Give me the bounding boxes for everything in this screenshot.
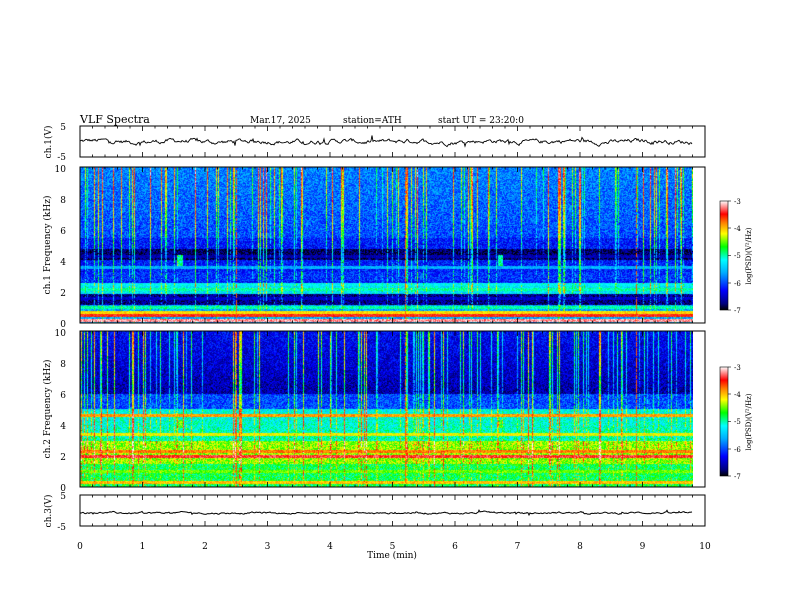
ch1-cbar-tick-m7: -7 [734,307,741,315]
xtick-2: 2 [202,542,208,552]
ch2-cbar-tick-m4: -4 [734,391,741,399]
ch3-ytick-top: 5 [60,492,66,502]
ch1-spec-ytick-4: 4 [60,258,66,268]
ch2-spec-ytick-8: 8 [60,360,66,370]
ch1-colorbar-gradient [719,200,729,311]
ch1-spec-ytick-10: 10 [55,165,67,175]
station-label: station=ATH [343,116,402,126]
ch1-ytick-top: 5 [60,123,66,133]
date-label: Mar.17, 2025 [250,116,311,126]
ch2-cbar-tick-m6: -6 [734,446,741,454]
ch2-spec-ytick-4: 4 [60,422,66,432]
ch2-spec-ytick-6: 6 [60,391,66,401]
ch1-cbar-tick-m5: -5 [734,252,741,260]
ch2-cbar-tick-m3: -3 [734,364,741,372]
ch1-spec-ytick-2: 2 [60,289,66,299]
ch1-cbar-tick-m3: -3 [734,198,741,206]
ch1-ytick-bottom: -5 [57,153,66,163]
time-axis-ticks [79,126,706,526]
ch1-waveform-trace [79,135,693,148]
ch1-spec-ylabel: ch.1 Frequency (kHz) [42,196,53,295]
ch3-waveform-panel: 5 -5 ch.3(V) [43,492,706,533]
ch1-spectrogram-image [80,167,693,323]
ch2-cbar-tick-m7: -7 [734,473,741,481]
ch1-spectrogram-panel: 10 8 6 4 2 0 ch.1 Frequency (kHz) [42,165,706,330]
ch1-cbar-tick-m4: -4 [734,225,741,233]
ch2-colorbar-gradient [719,366,729,477]
xtick-9: 9 [640,542,646,552]
ch1-ylabel: ch.1(V) [43,126,54,159]
xtick-5: 5 [390,542,396,552]
ch2-colorbar: -3 -4 -5 -6 -7 log(PSD)(V²/Hz) [719,364,753,481]
xtick-4: 4 [327,542,333,552]
ch1-colorbar: -3 -4 -5 -6 -7 log(PSD)(V²/Hz) [719,198,753,315]
xtick-10: 10 [699,542,711,552]
ch2-spectrogram-image [80,331,693,487]
xaxis-label: Time (min) [367,550,417,561]
xtick-8: 8 [577,542,583,552]
xtick-0: 0 [77,542,83,552]
ch2-spec-ytick-2: 2 [60,453,66,463]
ch1-spec-ytick-8: 8 [60,196,66,206]
ch2-spectrogram-panel: 10 8 6 4 2 0 ch.2 Frequency (kHz) [42,329,706,494]
ch1-cbar-label: log(PSD)(V²/Hz) [745,227,753,284]
figure-title: VLF Spectra [79,113,150,126]
ch2-cbar-label: log(PSD)(V²/Hz) [745,393,753,450]
xtick-1: 1 [140,542,146,552]
ch1-waveform-panel: 5 -5 ch.1(V) [43,123,706,163]
ch2-spec-ytick-0: 0 [60,484,66,494]
ch1-spec-ytick-0: 0 [60,320,66,330]
ch2-spec-ytick-10: 10 [55,329,67,339]
ch3-ytick-bottom: -5 [57,523,66,533]
ch1-cbar-tick-m6: -6 [734,280,741,288]
ch1-spec-ytick-6: 6 [60,227,66,237]
xtick-6: 6 [452,542,458,552]
ch2-cbar-tick-m5: -5 [734,418,741,426]
time-axis: 0 1 2 3 4 5 6 7 8 9 10 Time (min) [77,542,711,561]
ch3-waveform-frame [79,494,706,527]
start-ut-label: start UT = 23:20:0 [438,116,524,126]
ch3-waveform-trace [79,509,693,517]
xtick-7: 7 [515,542,521,552]
xtick-3: 3 [265,542,271,552]
ch2-spec-ylabel: ch.2 Frequency (kHz) [42,360,53,459]
ch3-ylabel: ch.3(V) [43,495,54,528]
